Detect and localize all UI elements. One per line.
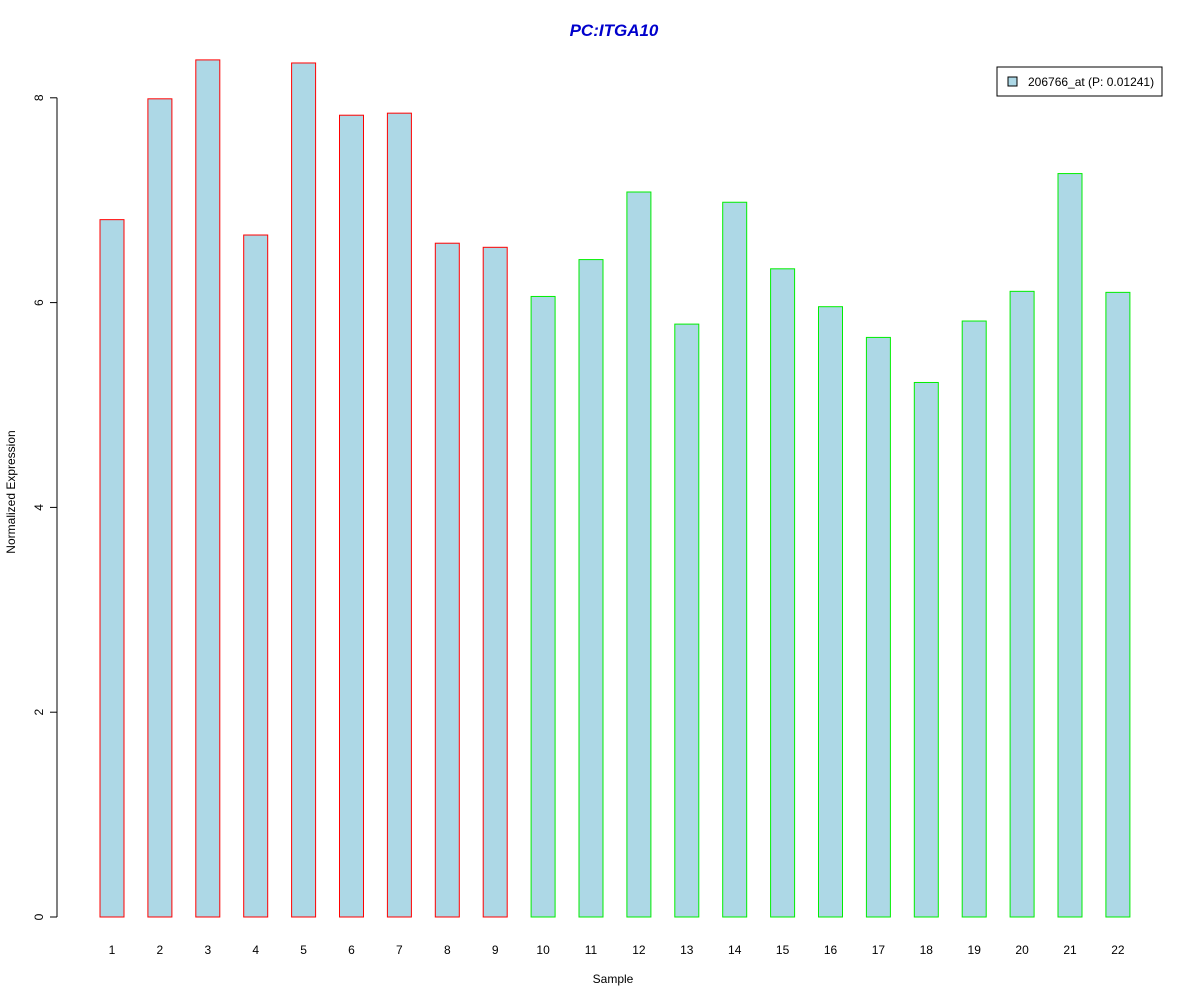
- bar-sample-21: [1057, 173, 1083, 918]
- x-tick-label: 6: [348, 943, 355, 957]
- bar-sample-18: [913, 381, 939, 918]
- y-axis: 0 2 4 6 8: [32, 94, 58, 920]
- x-tick-label: 1: [109, 943, 116, 957]
- bar-sample-16: [818, 306, 843, 918]
- bar-sample-2: [147, 98, 173, 918]
- bars: [99, 59, 1131, 918]
- y-tick-label: 2: [32, 709, 46, 716]
- legend-box: [996, 66, 1163, 97]
- x-tick-label: 3: [204, 943, 211, 957]
- x-tick-label: 10: [536, 943, 550, 957]
- x-tick-label: 15: [776, 943, 790, 957]
- bar-sample-14: [722, 201, 748, 918]
- x-tick-label: 2: [157, 943, 164, 957]
- bar-sample-4: [243, 234, 269, 918]
- x-axis-title: Sample: [593, 972, 634, 986]
- bar-sample-22: [1105, 291, 1131, 918]
- legend-swatch: [1007, 76, 1018, 87]
- y-tick-label: 0: [32, 913, 46, 920]
- chart-title: PC:ITGA10: [570, 21, 659, 40]
- y-axis-title: Normalized Expression: [4, 430, 18, 553]
- bar-sample-13: [674, 323, 700, 918]
- bar-sample-5: [291, 62, 317, 918]
- x-tick-label: 18: [920, 943, 934, 957]
- x-tick-label: 11: [585, 943, 598, 957]
- x-axis-labels: 1 2 3 4 5 6 7 8 9 10 11 12 13 14 15 16 17 18 19 20 21 22: [109, 943, 1125, 957]
- bar-sample-11: [578, 259, 604, 918]
- x-tick-label: 8: [444, 943, 451, 957]
- bar-sample-10: [530, 295, 556, 918]
- bar-sample-15: [770, 268, 796, 918]
- y-tick-label: 4: [32, 504, 46, 511]
- x-tick-label: 13: [680, 943, 694, 957]
- x-tick-label: 20: [1015, 943, 1029, 957]
- bar-sample-20: [1009, 290, 1035, 918]
- x-tick-label: 9: [492, 943, 499, 957]
- x-tick-label: 17: [872, 943, 886, 957]
- y-tick-label: 6: [32, 299, 46, 306]
- bar-sample-12: [626, 191, 652, 918]
- y-tick-label: 8: [32, 94, 46, 101]
- bar-sample-1: [99, 219, 125, 918]
- x-tick-label: 7: [396, 943, 403, 957]
- bar-sample-8: [434, 242, 460, 918]
- x-tick-label: 5: [300, 943, 307, 957]
- legend: 206766_at (P: 0.01241): [996, 66, 1163, 97]
- legend-label: 206766_at (P: 0.01241): [1028, 75, 1154, 89]
- x-tick-label: 21: [1063, 943, 1077, 957]
- bar-sample-6: [339, 114, 364, 918]
- bar-sample-7: [386, 112, 412, 918]
- bar-sample-3: [195, 59, 221, 918]
- x-tick-label: 22: [1111, 943, 1125, 957]
- bar-sample-17: [865, 336, 891, 918]
- x-tick-label: 16: [824, 943, 838, 957]
- x-tick-label: 4: [252, 943, 259, 957]
- bar-sample-19: [961, 320, 987, 918]
- x-tick-label: 12: [632, 943, 646, 957]
- bar-sample-9: [482, 246, 508, 918]
- x-tick-label: 19: [968, 943, 982, 957]
- x-tick-label: 14: [728, 943, 742, 957]
